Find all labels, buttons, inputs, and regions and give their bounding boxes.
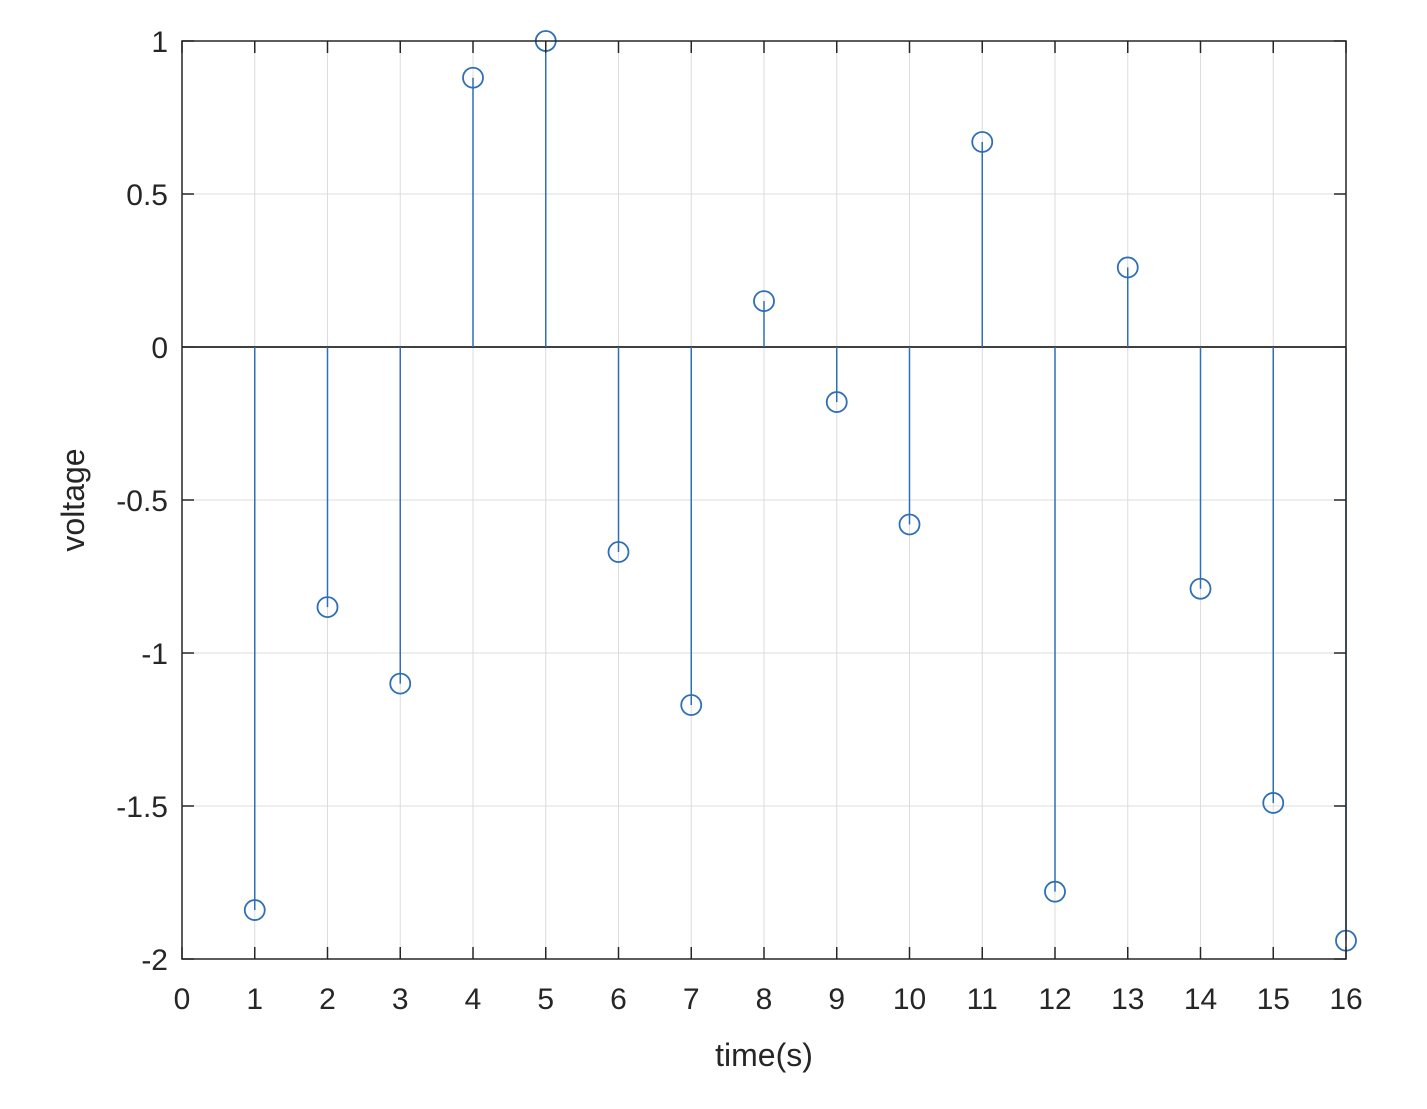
x-tick-label: 15: [1257, 983, 1290, 1016]
stem-marker: [462, 66, 484, 89]
stems: [243, 30, 1357, 952]
x-tick-label: 3: [392, 983, 409, 1016]
stem-marker: [316, 596, 339, 618]
tick-labels: 0 1 2 3 4 5 6 7 8 9 10 11 12 13 14 15 1610.50-0.5-1-1.5-…: [116, 26, 1362, 1016]
x-tick-label: 14: [1184, 983, 1217, 1016]
stem-marker: [1262, 792, 1285, 814]
x-tick-label: 12: [1038, 983, 1071, 1016]
x-tick-label: 8: [756, 983, 773, 1016]
grid: [181, 40, 1347, 960]
y-tick-label: -1.5: [116, 791, 168, 824]
stem-marker: [680, 694, 703, 716]
x-tick-label: 4: [465, 983, 482, 1016]
y-tick-label: 0.5: [126, 179, 168, 212]
stem-marker: [389, 672, 412, 695]
x-tick-label: 13: [1111, 983, 1144, 1016]
x-tick-label: 1: [246, 983, 263, 1016]
stem-marker: [607, 541, 630, 563]
stem-marker: [1044, 880, 1066, 903]
x-tick-label: 11: [967, 983, 998, 1016]
x-axis-label: time(s): [715, 1037, 813, 1073]
y-tick-label: -0.5: [116, 485, 168, 518]
y-tick-label: -2: [141, 944, 168, 977]
stem-marker: [1116, 256, 1139, 279]
y-axis-label: voltage: [55, 448, 91, 551]
stem-marker: [1189, 577, 1212, 600]
stem-marker: [971, 131, 994, 153]
x-tick-label: 5: [537, 983, 554, 1016]
y-tick-label: 0: [151, 332, 168, 365]
y-tick-label: 1: [151, 26, 168, 59]
x-tick-label: 16: [1329, 983, 1362, 1016]
stem-marker: [898, 513, 921, 536]
axes: [181, 40, 1347, 960]
x-tick-label: 2: [319, 983, 336, 1016]
x-tick-label: 7: [683, 983, 700, 1016]
stem-marker: [243, 899, 266, 921]
x-tick-label: 10: [893, 983, 926, 1016]
stem-marker: [753, 290, 775, 313]
x-tick-label: 0: [174, 983, 191, 1016]
x-tick-label: 6: [610, 983, 627, 1016]
x-tick-label: 9: [828, 983, 845, 1016]
y-tick-label: -1: [141, 638, 168, 671]
stem-marker: [825, 391, 848, 413]
